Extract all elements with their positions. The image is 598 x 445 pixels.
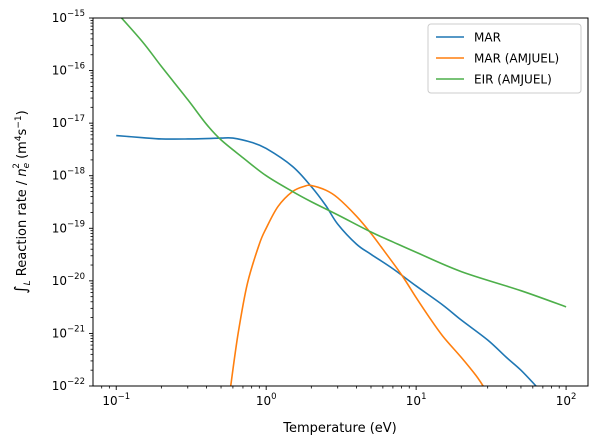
x-tick-label: 100 bbox=[256, 392, 277, 408]
x-tick-label: 101 bbox=[406, 392, 427, 408]
x-axis: 10−1 100 101 102 bbox=[101, 386, 577, 408]
y-tick-label: 10−22 bbox=[52, 377, 85, 393]
y-tick-label: 10−18 bbox=[52, 167, 85, 183]
series-line-0 bbox=[116, 134, 537, 386]
y-axis: 10−22 10−21 10−20 10−19 10−18 10−17 10−16 10−15 bbox=[52, 9, 93, 393]
legend-label-2: EIR (AMJUEL) bbox=[474, 73, 552, 87]
y-axis-label: ∫L Reaction rate / ne2 (m4s−1) bbox=[11, 110, 33, 293]
x-tick-label: 102 bbox=[556, 392, 577, 408]
x-axis-label: Temperature (eV) bbox=[282, 421, 397, 436]
legend-label-0: MAR bbox=[474, 31, 501, 45]
y-tick-label: 10−21 bbox=[52, 324, 85, 340]
legend-box bbox=[427, 23, 582, 94]
series-line-2 bbox=[120, 18, 567, 308]
y-tick-label: 10−20 bbox=[52, 272, 85, 288]
y-tick-label: 10−16 bbox=[52, 62, 85, 78]
legend-label-1: MAR (AMJUEL) bbox=[474, 52, 559, 66]
series-line-1 bbox=[229, 184, 484, 386]
series-layer bbox=[116, 18, 567, 386]
plot-frame bbox=[92, 17, 589, 387]
x-tick-label: 10−1 bbox=[102, 392, 130, 408]
y-tick-label: 10−17 bbox=[52, 114, 85, 130]
legend: MAR MAR (AMJUEL) EIR (AMJUEL) bbox=[427, 23, 582, 94]
y-tick-label: 10−19 bbox=[52, 219, 85, 235]
y-tick-label: 10−15 bbox=[52, 9, 85, 25]
